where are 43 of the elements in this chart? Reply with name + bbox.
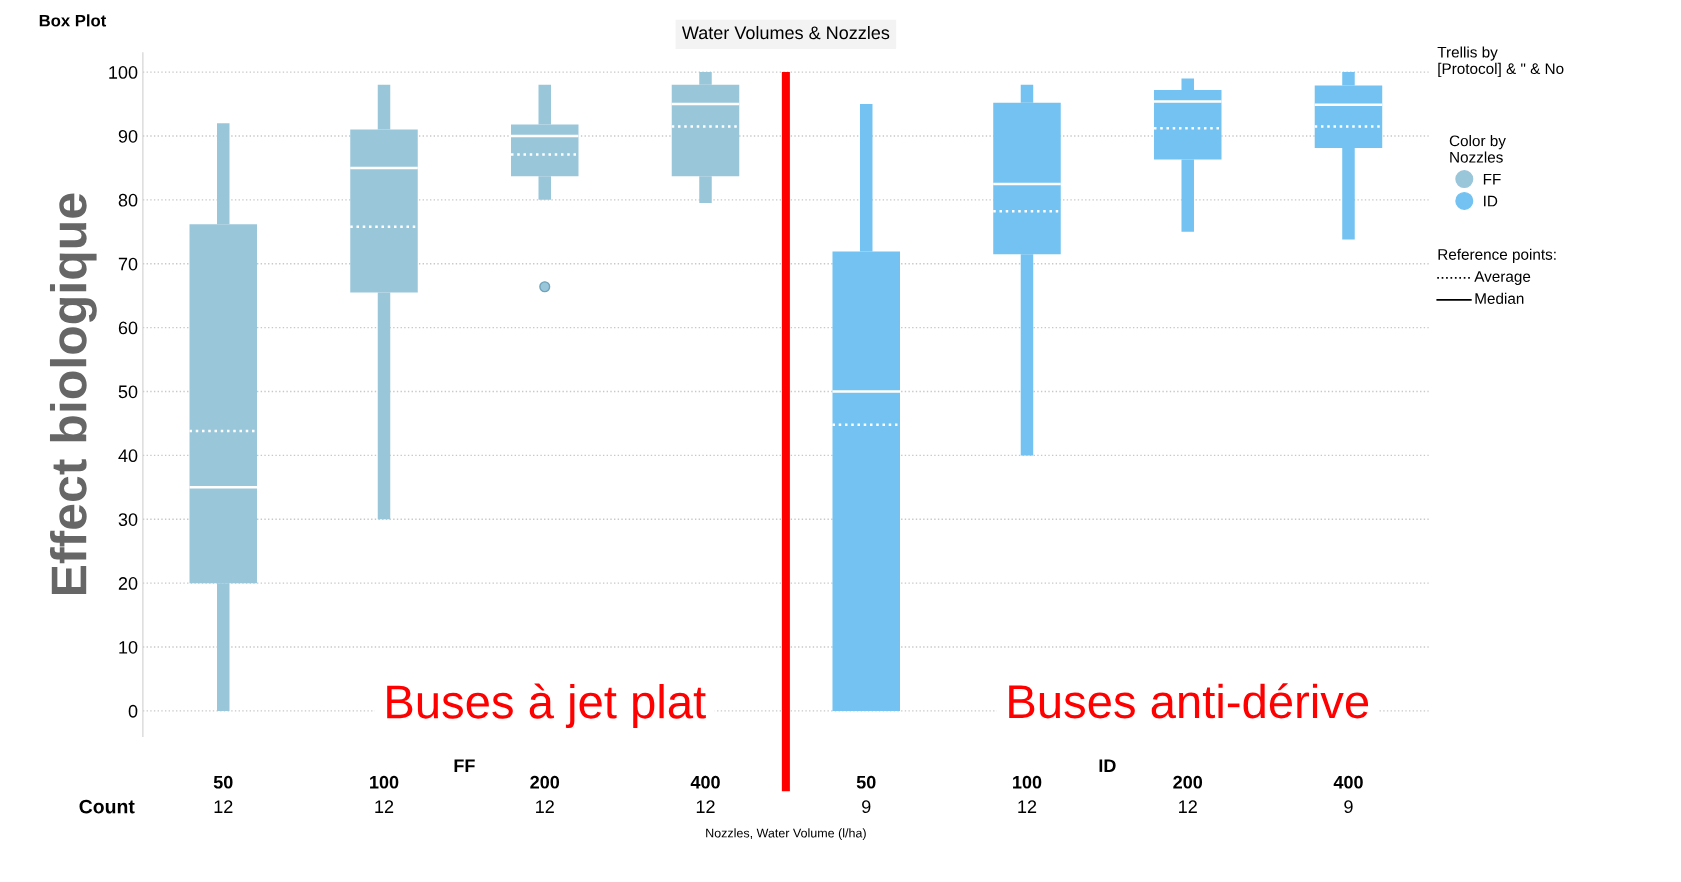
x-tick-label: 200 xyxy=(530,775,560,789)
text: 12 xyxy=(536,800,554,813)
y-tick-label: 80 xyxy=(118,193,138,207)
text: Count xyxy=(79,799,135,814)
y-tick-label: 0 xyxy=(128,704,138,718)
y-tick-label: 40 xyxy=(118,449,138,463)
x-axis-title: Nozzles, Water Volume (l/ha) xyxy=(706,828,866,840)
y-tick-label: 100 xyxy=(109,66,138,79)
x-tick-label: 400 xyxy=(1333,775,1363,789)
text: 12 xyxy=(214,800,233,813)
text: 12 xyxy=(696,800,715,813)
text: Median xyxy=(1475,292,1524,304)
text: Average xyxy=(1474,271,1531,285)
text: 9 xyxy=(862,800,871,814)
text: Reference points: xyxy=(1438,248,1556,263)
y-tick-label: 90 xyxy=(118,129,138,143)
text: ID xyxy=(1099,759,1116,772)
x-tick-label: 100 xyxy=(1013,775,1042,789)
chart-subtitle: Water Volumes & Nozzles xyxy=(681,25,890,40)
x-tick-label: 100 xyxy=(370,775,399,789)
x-tick-label: 50 xyxy=(213,775,233,789)
annotation: Buses à jet plat xyxy=(387,683,706,728)
y-tick-label: 70 xyxy=(118,257,138,271)
text: 12 xyxy=(1179,800,1197,813)
y-tick-label: 10 xyxy=(119,640,138,654)
y-tick-label: 60 xyxy=(118,321,138,335)
y-axis-title: Effect biologique xyxy=(49,193,97,595)
text: FF xyxy=(454,759,475,772)
y-tick-label: 50 xyxy=(118,385,138,399)
text: 12 xyxy=(375,800,394,813)
legend-title: Color by Nozzles xyxy=(1449,135,1506,163)
text: Trellis by [Protocol] & " & No xyxy=(1437,46,1564,78)
legend-label: FF xyxy=(1483,173,1501,185)
text: 12 xyxy=(1018,800,1037,813)
legend-label: ID xyxy=(1484,195,1498,207)
y-tick-label: 20 xyxy=(118,577,138,590)
y-tick-label: 30 xyxy=(118,513,138,526)
x-tick-label: 200 xyxy=(1173,775,1203,789)
chart-title: Box Plot xyxy=(39,14,107,27)
text: 9 xyxy=(1344,800,1353,814)
annotation: Buses anti-dérive xyxy=(1009,683,1369,719)
x-tick-label: 50 xyxy=(856,775,876,789)
x-tick-label: 400 xyxy=(690,775,720,789)
